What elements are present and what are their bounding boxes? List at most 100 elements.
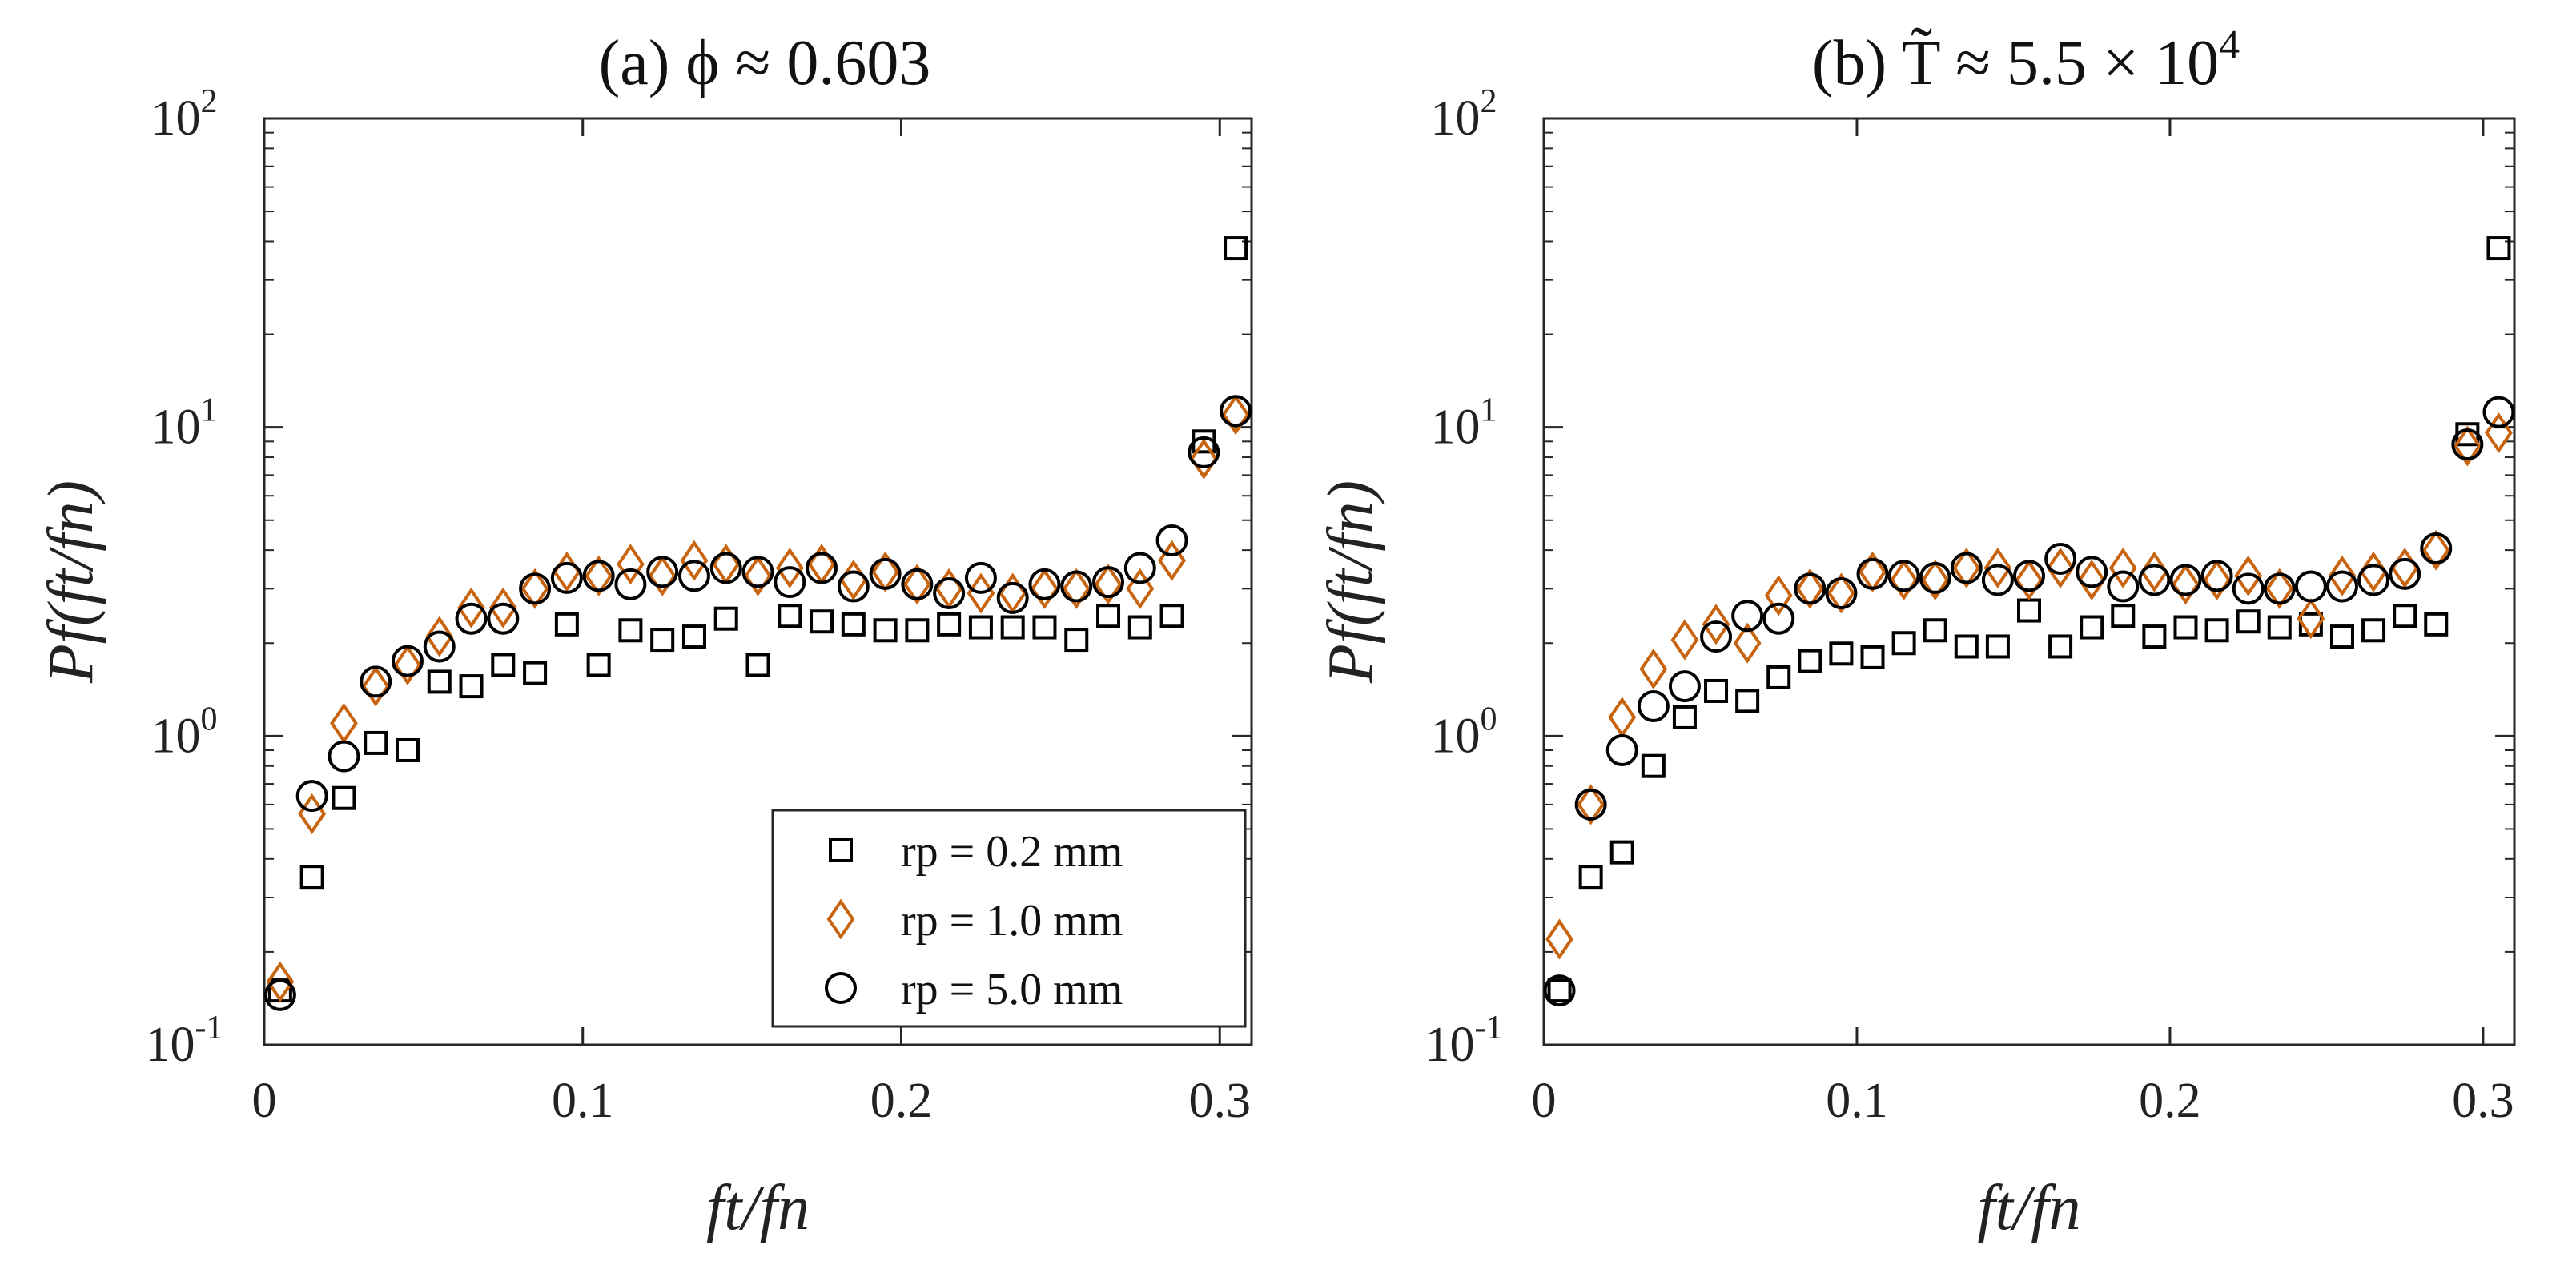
panel-a-square-point — [1064, 628, 1089, 653]
panel-b-square-point — [2111, 604, 2136, 628]
panel-b-square-point — [2142, 624, 2167, 649]
legend-diamond-marker — [826, 898, 855, 940]
panel-b-circle-point — [2357, 564, 2390, 596]
panel-b-square-point — [1860, 645, 1885, 669]
panel-a-circle-point — [996, 581, 1029, 614]
panel-b-circle-point — [2389, 557, 2421, 590]
panel-a-axes-box — [263, 117, 1253, 1046]
panel-b-circle-point — [2076, 556, 2108, 588]
panel-b-circle-point — [1574, 788, 1607, 821]
panel-a-square-point — [968, 615, 993, 640]
panel-b-diamond-point — [2485, 412, 2513, 454]
panel-a-diamond-point — [585, 555, 613, 596]
panel-b-square-point — [1891, 631, 1916, 656]
panel-b-circle-point — [1981, 564, 2014, 596]
panel-b-diamond-point — [1795, 568, 1824, 609]
panel-a-circle-point — [806, 552, 838, 584]
panel-a-diamond-point — [361, 665, 390, 707]
panel-a-diamond-point — [488, 587, 517, 628]
panel-a-circle-point — [295, 780, 328, 813]
panel-b-circle-point — [1825, 577, 1858, 610]
panel-b-circle-point — [1637, 689, 1670, 722]
panel-b-square-point — [2393, 604, 2417, 628]
panel-b-title-exponent: 4 — [2219, 22, 2240, 68]
panel-a-circle-point — [1123, 552, 1156, 584]
panel-a-diamond-point — [744, 555, 772, 596]
panel-a-square-point — [810, 609, 834, 634]
panel-a-x-tick-label: 0 — [252, 1074, 277, 1128]
panel-a-square-point — [905, 618, 930, 643]
panel-a-square-point — [427, 669, 452, 694]
panel-b-circle-point — [1950, 552, 1983, 584]
panel-a-diamond-point — [1062, 568, 1091, 609]
panel-a-square-point — [650, 628, 675, 653]
panel-a-circle-point — [487, 602, 520, 635]
panel-a-circle-point — [1028, 568, 1061, 600]
panel-b-square-point — [2017, 598, 2041, 623]
panel-a-diamond-point — [1158, 540, 1186, 581]
panel-b-circle-point — [1605, 733, 1638, 766]
panel-b-title: (b) T̃ ≈ 5.5 × 104 — [1812, 22, 2240, 98]
panel-a-diamond-point — [1221, 394, 1250, 436]
panel-a-square-point — [1159, 604, 1184, 628]
panel-b-square-point — [2204, 618, 2229, 643]
panel-b-square-point — [2048, 634, 2073, 659]
panel-a-diamond-point — [934, 568, 963, 609]
panel-b-square-point — [2173, 615, 2198, 640]
panel-a: (a) ϕ ≈ 0.603 0 0.1 0.2 0.3 10-1 100 101 102 ft/… — [36, 28, 1253, 1243]
panel-b-diamond-point — [2140, 551, 2168, 592]
panel-a-square-point — [395, 737, 420, 762]
panel-b-circle-point — [1794, 572, 1827, 605]
panel-b-x-tick-label: 0.3 — [2452, 1074, 2514, 1128]
panel-b-diamond-point — [2421, 529, 2450, 571]
panel-b-x-tick-label: 0.1 — [1826, 1074, 1888, 1128]
panel-b-square-point — [2080, 615, 2104, 640]
panel-b-circle-point — [2482, 396, 2515, 428]
panel-a-diamond-point — [1189, 438, 1218, 480]
panel-b-diamond-point — [2046, 547, 2075, 589]
panel-a-square-point — [1224, 236, 1248, 261]
panel-a-circle-point — [614, 568, 647, 600]
panel-b-series-circle — [1543, 396, 2515, 1007]
panel-a-diamond-point — [648, 555, 677, 596]
panel-b-diamond-point — [2172, 564, 2200, 605]
panel-b-circle-point — [2263, 572, 2296, 605]
panel-a-circle-point — [550, 561, 583, 594]
panel-a-diamond-point — [902, 564, 931, 605]
panel-b-circle-point — [2294, 570, 2327, 603]
panel-b-square-point — [2424, 612, 2449, 637]
panel-a-circle-point — [423, 630, 456, 663]
panel-a-circle-point — [901, 568, 934, 600]
panel-a-diamond-point — [775, 547, 804, 589]
panel-a-square-point — [523, 661, 548, 685]
panel-b-circle-point — [2138, 564, 2171, 596]
panel-b-circle-point — [1762, 602, 1795, 635]
panel-b-title-main: (b) T̃ ≈ 5.5 × 10 — [1812, 28, 2219, 98]
panel-b-circle-point — [2013, 560, 2045, 592]
panel-a-series-diamond — [266, 394, 1250, 1002]
panel-b-diamond-point — [2390, 547, 2419, 589]
panel-b-square-point — [1578, 865, 1603, 890]
panel-a-square-point — [778, 604, 802, 628]
panel-a-diamond-point — [1031, 568, 1059, 609]
panel-a-diamond-point — [1094, 564, 1123, 605]
panel-a-circle-point — [774, 566, 806, 599]
panel-b-square-point — [2267, 615, 2292, 640]
panel-b-square-point — [1641, 753, 1666, 778]
panel-a-circle-point — [1092, 566, 1125, 599]
panel-a-circle-point — [933, 577, 966, 610]
panel-b-square-point — [1704, 678, 1729, 703]
legend: rp = 0.2 mm rp = 1.0 mm rp = 5.0 mm — [771, 809, 1247, 1028]
panel-b-diamond-point — [1921, 559, 1950, 601]
panel-b-diamond-point — [2297, 598, 2325, 640]
panel-b-square-point — [1923, 618, 1947, 643]
panel-a-x-tick-label: 0.2 — [870, 1074, 933, 1128]
panel-b-diamond-point — [2234, 555, 2263, 596]
panel-a-square-point — [713, 606, 738, 631]
panel-a-square-point — [618, 618, 643, 643]
panel-a-diamond-point — [1126, 568, 1155, 609]
panel-b-square-point — [2329, 624, 2354, 649]
panel-a-circle-point — [1220, 395, 1252, 428]
panel-b-series-square — [1547, 236, 2511, 1003]
